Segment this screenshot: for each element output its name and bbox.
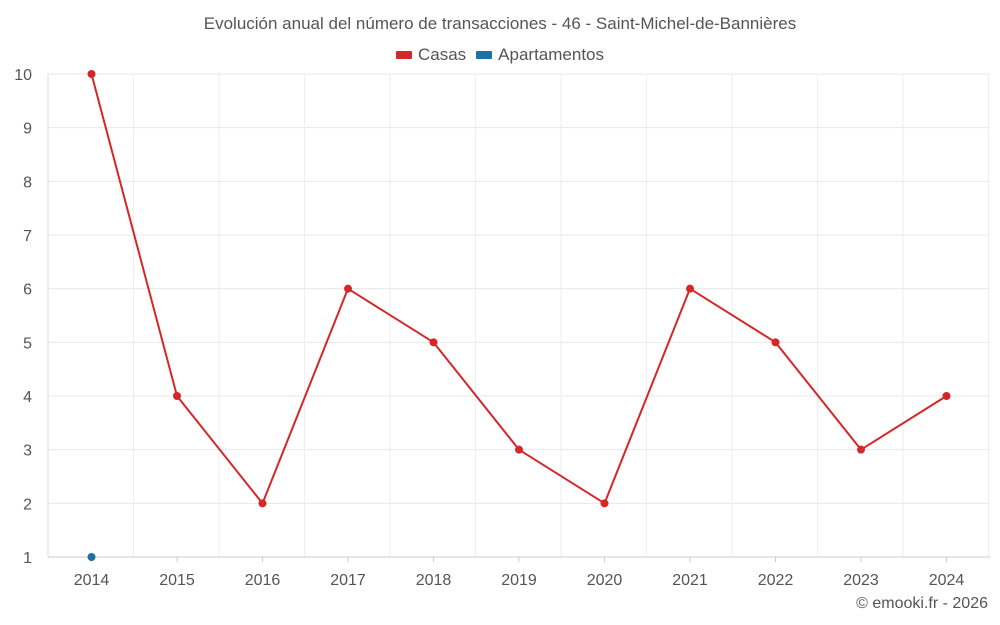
credit-text: © emooki.fr - 2026 — [856, 595, 988, 612]
x-tick-label: 2014 — [74, 572, 110, 589]
y-tick-label: 3 — [23, 443, 32, 460]
legend-item-apartamentos[interactable]: Apartamentos — [476, 45, 604, 65]
data-point-casas-2024 — [942, 392, 951, 400]
data-point-casas-2016 — [258, 499, 267, 508]
legend-item-casas[interactable]: Casas — [395, 45, 467, 65]
y-tick-label: 5 — [23, 335, 32, 352]
data-point-casas-2019 — [515, 445, 523, 454]
x-tick-label: 2020 — [587, 572, 623, 589]
data-point-casas-2015 — [173, 392, 181, 400]
y-tick-label: 1 — [23, 550, 32, 567]
data-point-casas-2014 — [87, 70, 96, 78]
data-point-casas-2020 — [600, 499, 609, 508]
y-tick-label: 2 — [23, 496, 32, 513]
x-tick-label: 2021 — [672, 572, 708, 589]
chart-title: Evolución anual del número de transaccio… — [203, 14, 797, 33]
y-tick-label: 9 — [23, 121, 32, 138]
data-point-casas-2017 — [344, 284, 352, 293]
y-tick-label: 8 — [23, 174, 32, 191]
y-tick-label: 6 — [23, 282, 32, 299]
x-tick-label: 2018 — [416, 572, 452, 589]
legend-label-casas: Casas — [417, 45, 467, 64]
x-tick-label: 2023 — [843, 572, 879, 589]
x-tick-label: 2016 — [245, 572, 281, 589]
y-tick-label: 7 — [23, 228, 32, 245]
data-point-casas-2018 — [429, 338, 438, 347]
data-point-casas-2022 — [771, 338, 780, 347]
y-tick-label: 4 — [23, 389, 32, 406]
y-tick-label: 10 — [14, 67, 32, 84]
legend-label-apartamentos: Apartamentos — [498, 45, 605, 64]
x-tick-label: 2015 — [159, 572, 195, 589]
legend: Casas Apartamentos — [0, 45, 1000, 65]
x-tick-label: 2017 — [330, 572, 366, 589]
data-point-casas-2021 — [686, 284, 694, 293]
data-point-apartamentos-2014 — [87, 553, 96, 561]
legend-swatch-casas — [395, 51, 412, 59]
data-point-casas-2023 — [857, 445, 865, 454]
x-tick-label: 2019 — [501, 572, 537, 589]
x-tick-label: 2024 — [929, 572, 965, 589]
legend-swatch-apartamentos — [476, 51, 493, 59]
x-tick-label: 2022 — [758, 572, 794, 589]
